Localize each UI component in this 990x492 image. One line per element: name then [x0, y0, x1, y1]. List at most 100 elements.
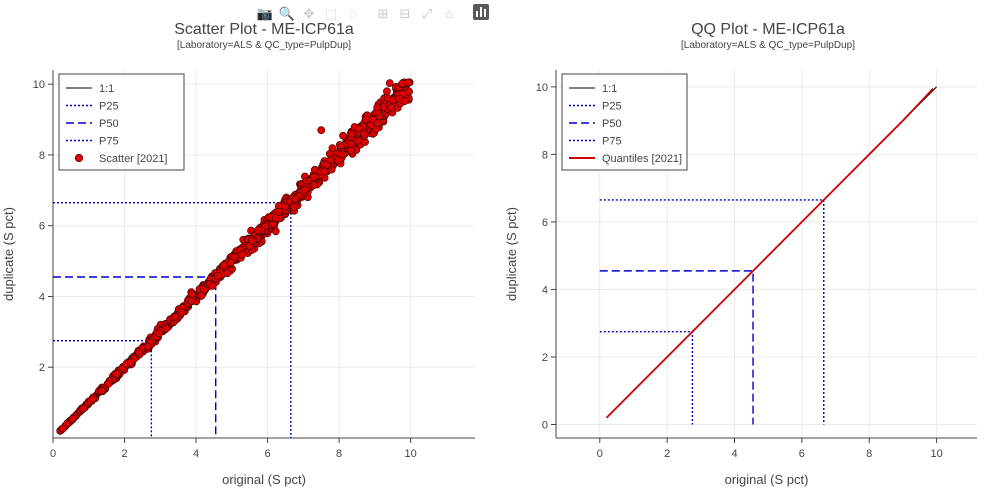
y-tick-label: 10 — [536, 82, 548, 94]
scatter-point[interactable] — [387, 103, 396, 112]
y-axis-label: duplicate (S pct) — [1, 207, 16, 301]
scatter-point[interactable] — [346, 140, 355, 148]
scatter-point[interactable] — [309, 173, 318, 182]
scatter-point[interactable] — [97, 386, 106, 395]
scatter-point[interactable] — [104, 379, 113, 388]
scatter-point[interactable] — [59, 424, 67, 433]
scatter-point[interactable] — [226, 258, 235, 267]
legend-item[interactable]: 1:1 — [66, 83, 114, 95]
scatter-point[interactable] — [68, 415, 77, 423]
autoscale-icon[interactable]: ⤢ — [421, 5, 433, 21]
camera-icon[interactable]: 📷 — [256, 5, 274, 21]
scatter-point[interactable] — [89, 394, 97, 403]
legend-swatch-marker — [74, 153, 84, 163]
scatter-point[interactable] — [354, 124, 363, 133]
scatter-point[interactable] — [187, 297, 196, 305]
legend-item[interactable]: P25 — [66, 101, 119, 113]
scatter-point[interactable] — [213, 271, 222, 280]
x-tick-label: 6 — [799, 448, 805, 460]
x-axis-label: original (S pct) — [222, 472, 306, 487]
scatter-point[interactable] — [200, 285, 208, 294]
scatter-point[interactable] — [248, 236, 256, 245]
scatter-point[interactable] — [208, 281, 217, 290]
scatter-point[interactable] — [347, 129, 356, 138]
percentile-line-p25 — [53, 339, 153, 438]
scatter-point[interactable] — [291, 194, 300, 203]
chart-title: Scatter Plot - ME-ICP61a — [174, 21, 354, 38]
scatter-point[interactable] — [338, 150, 347, 159]
legend-label: 1:1 — [99, 83, 114, 95]
scatter-point[interactable] — [339, 131, 348, 140]
legend-item[interactable]: P25 — [569, 101, 622, 113]
zoom-out-icon[interactable]: ⊟ — [399, 5, 411, 21]
x-tick-label: 10 — [930, 448, 942, 460]
scatter-point[interactable] — [219, 261, 228, 270]
legend-item[interactable]: P75 — [66, 136, 119, 148]
scatter-point[interactable] — [383, 87, 391, 96]
scatter-point[interactable] — [289, 203, 298, 212]
y-tick-label: 2 — [39, 362, 45, 374]
legend-label: P50 — [602, 118, 622, 130]
y-tick-label: 4 — [542, 284, 548, 296]
legend-label: P75 — [99, 136, 119, 148]
scatter-point[interactable] — [274, 207, 283, 216]
scatter-point[interactable] — [373, 103, 382, 112]
scatter-point[interactable] — [112, 370, 121, 378]
scatter-point[interactable] — [301, 185, 310, 194]
x-tick-label: 8 — [336, 448, 342, 460]
legend-item[interactable]: Quantiles [2021] — [569, 153, 682, 165]
x-tick-label: 2 — [121, 448, 127, 460]
legend-item[interactable]: Scatter [2021] — [74, 153, 168, 165]
scatter-point[interactable] — [310, 165, 319, 174]
y-tick-label: 2 — [542, 352, 548, 364]
scatter-point[interactable] — [79, 404, 88, 413]
lasso-select-icon[interactable]: ◌ — [349, 5, 357, 21]
scatter-point[interactable] — [405, 87, 413, 96]
x-tick-label: 4 — [193, 448, 199, 460]
scatter-point[interactable] — [177, 308, 186, 317]
scatter-point[interactable] — [271, 227, 280, 236]
percentile-line-p75 — [599, 199, 825, 425]
scatter-point[interactable] — [360, 129, 369, 138]
scatter-point[interactable] — [398, 79, 407, 88]
legend-item[interactable]: P75 — [569, 136, 622, 148]
plotly-logo-icon[interactable] — [473, 4, 489, 20]
scatter-point[interactable] — [126, 358, 135, 367]
scatter-point[interactable] — [320, 167, 329, 176]
zoom-icon[interactable]: 🔍 — [278, 5, 296, 21]
scatter-point[interactable] — [334, 156, 342, 165]
scatter-point[interactable] — [400, 97, 409, 105]
x-tick-label: 0 — [50, 448, 56, 460]
scatter-point[interactable] — [373, 119, 382, 128]
reset-axes-icon[interactable]: ⌂ — [445, 5, 453, 21]
scatter-point[interactable] — [385, 79, 394, 88]
legend-item[interactable]: P50 — [569, 118, 622, 130]
percentile-line-p50 — [599, 270, 754, 425]
scatter-point[interactable] — [281, 202, 289, 211]
scatter-point[interactable] — [223, 269, 232, 278]
scatter-point[interactable] — [135, 348, 144, 357]
scatter-point[interactable] — [310, 181, 318, 189]
scatter-point[interactable] — [388, 96, 397, 104]
legend-label: P25 — [99, 101, 119, 113]
scatter-point[interactable] — [317, 126, 326, 135]
scatter-point[interactable] — [347, 146, 356, 155]
scatter-point[interactable] — [171, 312, 180, 321]
legend-item[interactable]: 1:1 — [569, 83, 617, 95]
scatter-point[interactable] — [230, 253, 239, 261]
scatter-point[interactable] — [404, 78, 413, 87]
scatter-point[interactable] — [254, 226, 262, 234]
legend: 1:1 P25 P50 P75 Scatter [2021] — [58, 73, 185, 171]
scatter-point[interactable] — [238, 250, 247, 259]
scatter-point[interactable] — [326, 155, 335, 164]
quantiles-line — [605, 87, 934, 419]
legend-label: Quantiles [2021] — [602, 153, 682, 165]
pan-icon[interactable]: ✥ — [303, 5, 315, 21]
legend-item[interactable]: P50 — [66, 118, 119, 130]
zoom-in-icon[interactable]: ⊞ — [377, 5, 389, 21]
scatter-point[interactable] — [362, 115, 371, 124]
legend-label: P75 — [602, 136, 622, 148]
scatter-point[interactable] — [143, 342, 152, 351]
scatter-point[interactable] — [155, 329, 164, 338]
box-select-icon[interactable]: ⬚ — [324, 5, 338, 21]
